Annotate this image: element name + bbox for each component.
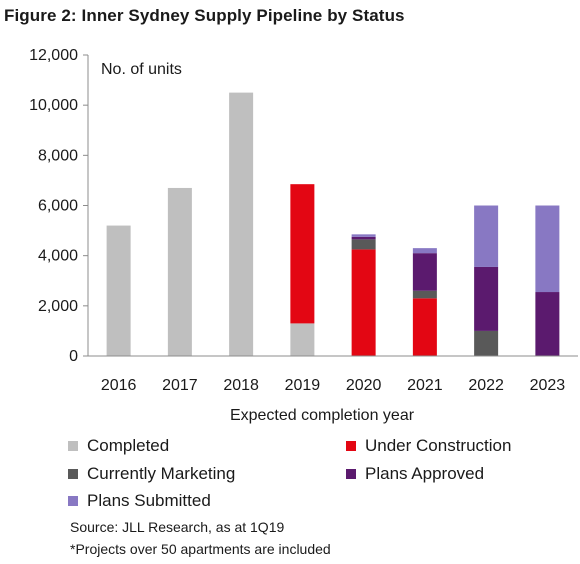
bar-plans-approved-2022 xyxy=(474,266,499,331)
x-axis: 2016 2017 2018 2019 2020 2021 2022 2023 xyxy=(88,355,578,394)
bar-plans-approved-2020 xyxy=(351,236,376,240)
bar-completed-2019 xyxy=(290,323,315,356)
bar-plans-approved-2021 xyxy=(412,253,437,291)
y-tick-label: 8,000 xyxy=(38,147,78,164)
y-tick-label: 4,000 xyxy=(38,248,78,265)
legend-swatch-plans-approved xyxy=(346,469,356,479)
footnote: *Projects over 50 apartments are include… xyxy=(70,541,331,557)
legend-swatch-completed xyxy=(68,441,78,451)
bar-under-construction-2020 xyxy=(351,249,376,356)
y-axis-label: No. of units xyxy=(101,61,182,78)
y-tick-label: 2,000 xyxy=(38,298,78,315)
x-axis-label: Expected completion year xyxy=(230,407,415,424)
bar-plans-submitted-2021 xyxy=(412,248,437,254)
bar-currently-marketing-2021 xyxy=(412,290,437,299)
legend-label-completed: Completed xyxy=(87,436,170,455)
x-tick-label: 2020 xyxy=(346,377,382,394)
x-tick-label: 2022 xyxy=(468,377,504,394)
x-tick-label: 2017 xyxy=(162,377,198,394)
bar-under-construction-2019 xyxy=(290,184,315,324)
legend-plans-approved: Plans Approved xyxy=(346,464,484,484)
legend-label-under-construction: Under Construction xyxy=(365,436,512,455)
y-tick-label: 12,000 xyxy=(29,47,78,64)
legend-swatch-currently-marketing xyxy=(68,469,78,479)
bar-currently-marketing-2022 xyxy=(474,330,499,356)
legend-swatch-under-construction xyxy=(346,441,356,451)
y-tick-label: 6,000 xyxy=(38,198,78,215)
bar-under-construction-2021 xyxy=(412,298,437,356)
legend-currently-marketing: Currently Marketing xyxy=(68,464,235,484)
legend-completed: Completed xyxy=(68,436,169,456)
bar-completed-2017 xyxy=(167,187,192,356)
legend-swatch-plans-submitted xyxy=(68,496,78,506)
y-axis: 0 2,000 4,000 6,000 8,000 10,000 12,000 xyxy=(29,47,89,365)
chart-title: Figure 2: Inner Sydney Supply Pipeline b… xyxy=(4,6,405,25)
x-tick-label: 2023 xyxy=(530,377,566,394)
y-tick-label: 10,000 xyxy=(29,97,78,114)
x-tick-label: 2018 xyxy=(223,377,259,394)
legend-under-construction: Under Construction xyxy=(346,436,511,456)
x-tick-label: 2016 xyxy=(101,377,137,394)
legend-label-plans-submitted: Plans Submitted xyxy=(87,491,211,510)
bar-currently-marketing-2020 xyxy=(351,239,376,250)
source-note: Source: JLL Research, as at 1Q19 xyxy=(70,519,285,535)
bar-plans-submitted-2020 xyxy=(351,234,376,237)
bars-group xyxy=(106,92,560,356)
legend-plans-submitted: Plans Submitted xyxy=(68,491,211,511)
y-tick-label: 0 xyxy=(69,348,78,365)
bar-plans-submitted-2022 xyxy=(474,205,499,267)
legend-label-currently-marketing: Currently Marketing xyxy=(87,464,236,483)
x-tick-label: 2021 xyxy=(407,377,443,394)
bar-plans-submitted-2023 xyxy=(535,205,560,293)
bar-plans-approved-2023 xyxy=(535,292,560,356)
bar-completed-2016 xyxy=(106,225,131,356)
legend-label-plans-approved: Plans Approved xyxy=(365,464,485,483)
x-tick-label: 2019 xyxy=(285,377,321,394)
bar-completed-2018 xyxy=(229,92,254,356)
